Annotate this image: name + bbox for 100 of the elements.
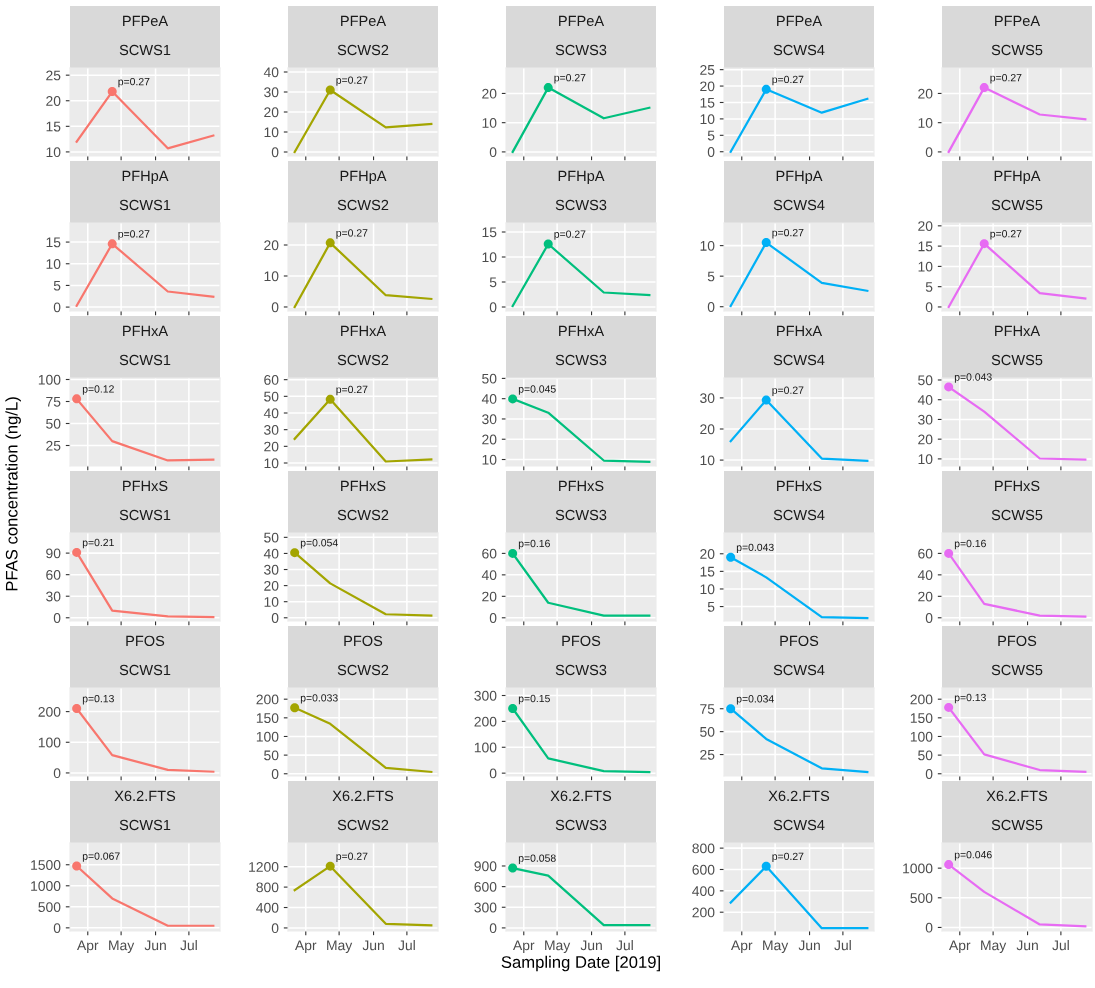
y-tick-label: 40 (263, 548, 279, 559)
y-tick-label: 25 (46, 440, 61, 451)
chart-title: X6.2.FTS (332, 790, 394, 802)
y-tick-label: 0 (53, 613, 61, 623)
x-tick-label: Jun (144, 940, 166, 951)
y-tick-label: 10 (482, 118, 497, 128)
y-tick-label: 40 (481, 570, 497, 581)
chart-subtitle: SCWS5 (991, 819, 1043, 831)
y-tick-label: 20 (700, 549, 715, 559)
chart-subtitle: SCWS5 (991, 44, 1043, 56)
y-tick-label: 50 (918, 375, 933, 386)
y-tick-label: 0 (925, 922, 933, 933)
x-tick-label: Jul (1052, 940, 1069, 951)
y-tick-label: 20 (918, 434, 933, 445)
y-tick-label: 300 (474, 690, 497, 701)
y-tick-label: 10 (482, 454, 497, 465)
chart-subtitle: SCWS3 (555, 664, 607, 676)
chart-title: PFPeA (777, 15, 823, 27)
annotation: p=0.27 (772, 852, 804, 863)
y-tick-label: 0 (925, 147, 933, 158)
x-tick-label: Apr (731, 940, 753, 953)
annotation: p=0.13 (954, 693, 986, 704)
annotation: p=0.27 (772, 228, 804, 239)
annotation: p=0.27 (336, 852, 368, 863)
chart-title: PFOS (126, 635, 165, 647)
y-tick-label: 15 (700, 566, 715, 577)
x-tick-label: Apr (295, 940, 317, 953)
y-tick-label: 30 (918, 414, 933, 425)
chart-title: X6.2.FTS (768, 790, 830, 802)
y-tick-label: 0 (707, 302, 715, 312)
x-tick-label: Jul (398, 940, 415, 951)
y-tick-label: 0 (271, 923, 279, 934)
x-axis-title: Sampling Date [2019] (501, 955, 660, 972)
chart-title: PFHxS (995, 480, 1040, 492)
x-tick-label: Jun (1016, 940, 1038, 951)
chart-subtitle: SCWS4 (773, 354, 825, 366)
y-tick-label: 20 (482, 88, 497, 99)
y-tick-label: 200 (38, 706, 61, 717)
y-tick-label: 50 (264, 391, 279, 402)
y-tick-label: 10 (46, 147, 61, 158)
chart-subtitle: SCWS5 (991, 199, 1043, 211)
chart-title: PFPeA (123, 15, 169, 27)
annotation: p=0.043 (736, 543, 774, 554)
chart-subtitle: SCWS1 (119, 199, 171, 211)
y-tick-label: 0 (489, 768, 497, 779)
y-tick-label: 40 (917, 395, 933, 405)
chart-title: X6.2.FTS (986, 790, 1048, 802)
y-tick-label: 20 (918, 221, 933, 232)
y-tick-label: 0 (271, 147, 279, 158)
chart-subtitle: SCWS5 (991, 354, 1043, 366)
y-tick-label: 30 (264, 564, 279, 575)
chart-title: PFHpA (558, 170, 605, 184)
annotation: p=0.27 (990, 230, 1022, 240)
y-tick-label: 5 (707, 271, 715, 282)
annotation: p=0.27 (118, 77, 150, 88)
y-tick-label: 150 (910, 713, 933, 723)
y-tick-label: 10 (700, 455, 715, 466)
chart-subtitle: SCWS4 (773, 44, 825, 56)
y-tick-label: 5 (53, 280, 61, 291)
y-tick-label: 900 (474, 861, 497, 872)
y-tick-label: 200 (474, 716, 497, 727)
y-tick-label: 20 (264, 240, 279, 251)
y-tick-label: 300 (474, 902, 497, 913)
annotation: p=0.12 (82, 385, 114, 395)
x-tick-label: Apr (513, 940, 535, 953)
annotation: p=0.054 (300, 539, 338, 549)
y-axis-title: PFAS concentration (ng/L) (5, 397, 21, 591)
x-tick-label: Apr (949, 940, 971, 953)
y-tick-label: 0 (489, 147, 497, 158)
y-tick-label: 75 (700, 704, 715, 714)
annotation: p=0.045 (518, 385, 556, 395)
annotation: p=0.043 (954, 373, 992, 383)
y-tick-label: 5 (489, 277, 497, 288)
y-tick-label: 0 (53, 923, 61, 934)
annotation: p=0.16 (954, 539, 986, 550)
x-tick-label: Jun (580, 940, 602, 951)
annotation: p=0.033 (300, 694, 338, 704)
annotation: p=0.27 (336, 76, 368, 86)
y-tick-label: 20 (482, 591, 497, 602)
annotation: p=0.27 (336, 385, 368, 396)
x-tick-label: May (327, 940, 353, 953)
y-tick-label: 0 (489, 613, 497, 623)
y-tick-label: 60 (482, 548, 497, 559)
y-tick-label: 400 (692, 886, 715, 897)
y-tick-label: 500 (910, 893, 933, 903)
y-tick-label: 15 (700, 97, 715, 108)
chart-subtitle: SCWS2 (337, 819, 389, 831)
y-tick-label: 800 (256, 882, 279, 893)
y-tick-label: 20 (264, 441, 279, 452)
annotation: p=0.058 (518, 854, 556, 864)
chart-title: PFHpA (122, 170, 169, 184)
y-tick-label: 40 (263, 408, 279, 419)
y-tick-label: 15 (918, 241, 933, 252)
y-tick-label: 0 (925, 769, 933, 779)
chart-title: PFHxS (777, 480, 822, 492)
y-tick-label: 30 (46, 591, 61, 602)
chart-subtitle: SCWS1 (119, 819, 171, 831)
annotation: p=0.13 (82, 694, 114, 705)
annotation: p=0.27 (990, 73, 1022, 84)
annotation: p=0.046 (954, 850, 992, 861)
